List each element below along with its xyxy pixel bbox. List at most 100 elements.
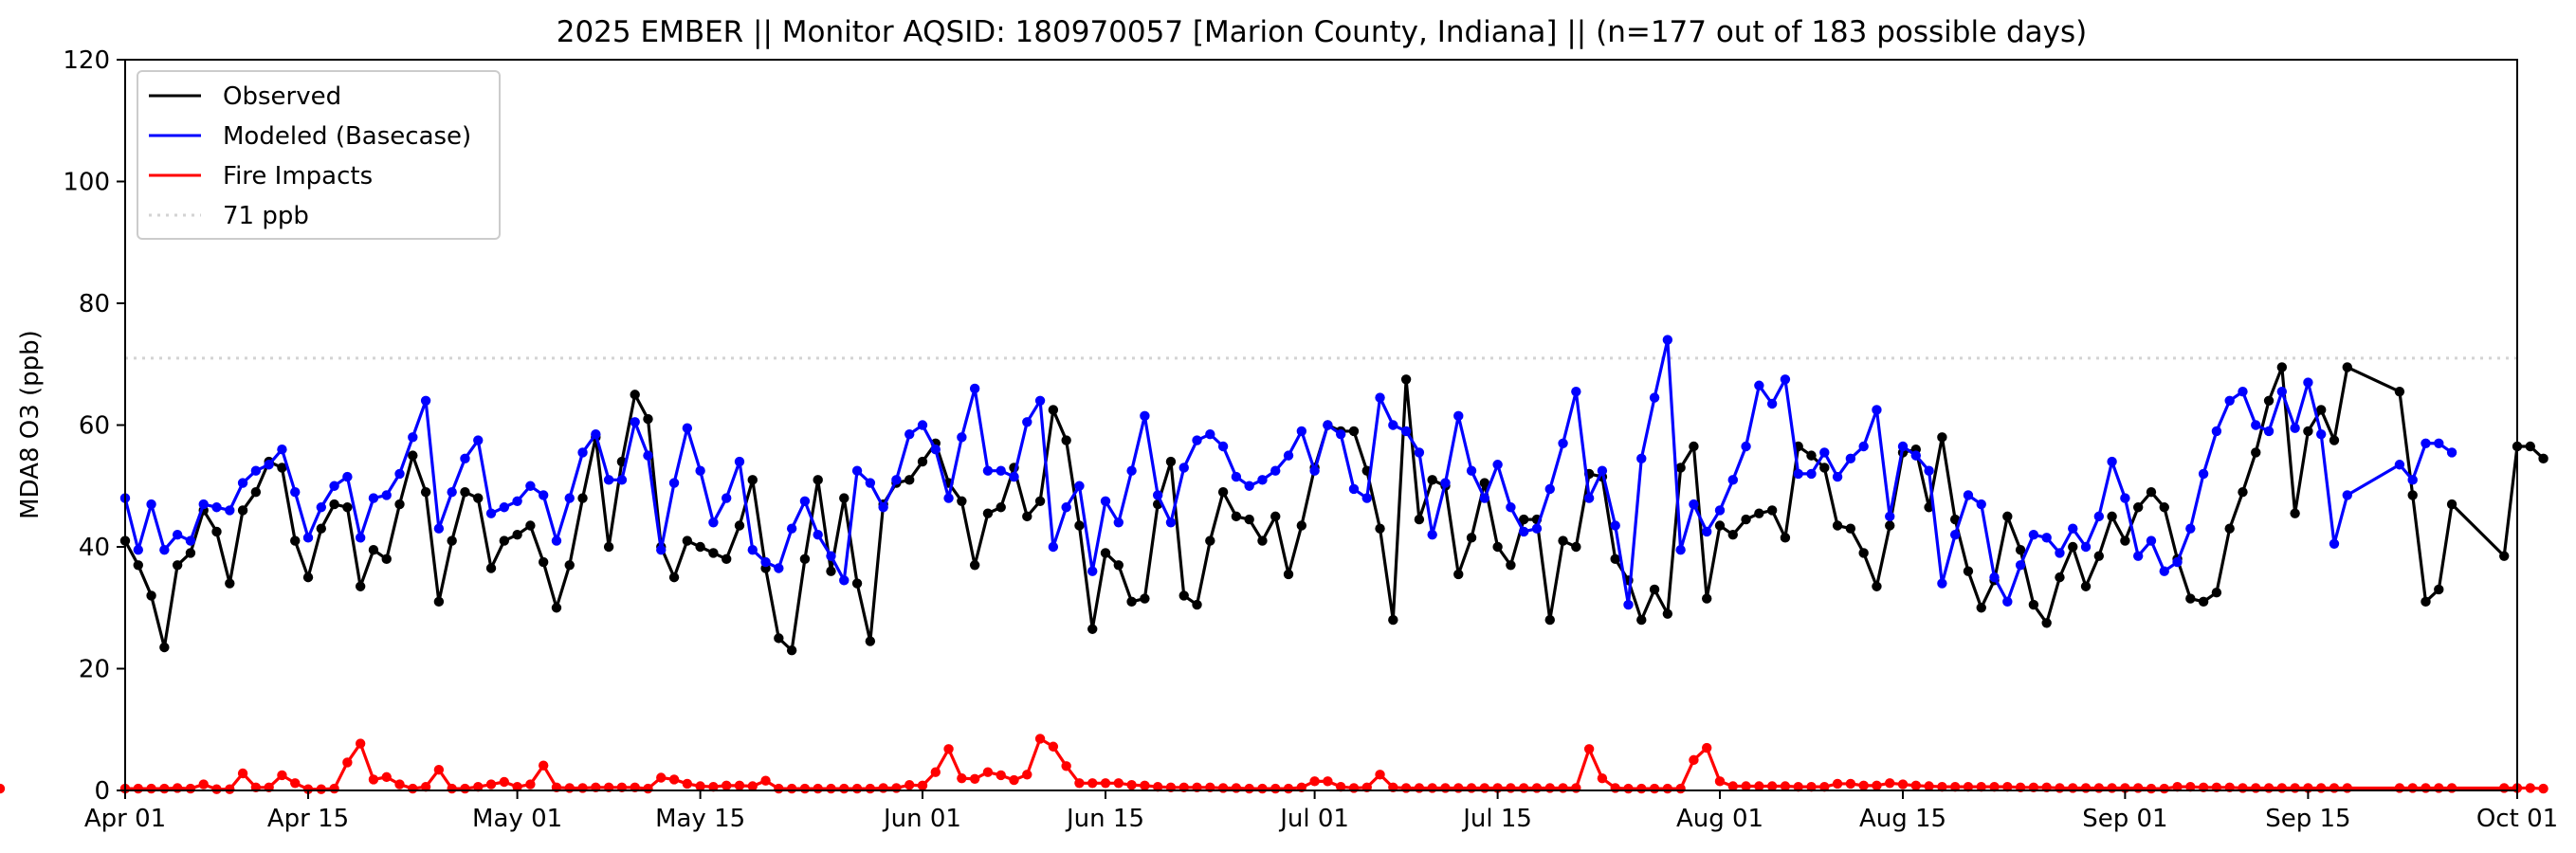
data-point-observed: [302, 572, 314, 583]
x-tick-label: Apr 01: [84, 805, 166, 833]
x-tick-label: Sep 15: [2265, 805, 2350, 833]
data-point-modeled-basecase: [1649, 392, 1660, 403]
data-point-modeled-basecase: [368, 493, 379, 503]
data-point-observed: [225, 578, 235, 589]
data-point-fire-impacts: [577, 783, 588, 793]
data-point-observed: [1675, 463, 1686, 473]
data-point-fire-impacts: [1244, 783, 1254, 794]
data-point-observed: [1885, 520, 1895, 531]
data-point-modeled-basecase: [2093, 511, 2105, 522]
data-point-modeled-basecase: [1323, 420, 1333, 430]
data-point-observed: [1649, 584, 1660, 595]
data-point-fire-impacts: [2251, 783, 2261, 793]
data-point-fire-impacts: [2421, 783, 2431, 793]
y-axis-label: MDA8 O3 (ppb): [16, 330, 45, 519]
data-point-observed: [1375, 523, 1385, 534]
data-point-fire-impacts: [1897, 779, 1909, 789]
data-point-observed: [1506, 560, 1516, 571]
data-point-fire-impacts: [957, 772, 967, 784]
data-point-modeled-basecase: [2407, 475, 2418, 485]
data-point-modeled-basecase: [1466, 465, 1477, 476]
data-point-modeled-basecase: [1949, 529, 1961, 540]
data-point-observed: [826, 566, 836, 576]
y-tick-label: 0: [94, 777, 110, 806]
data-point-modeled-basecase: [2055, 548, 2065, 558]
data-point-modeled-basecase: [2080, 541, 2092, 553]
data-point-observed: [316, 523, 326, 534]
data-point-observed: [2093, 551, 2105, 561]
data-point-fire-impacts: [996, 770, 1006, 781]
data-point-observed: [1832, 520, 1843, 531]
data-point-modeled-basecase: [146, 499, 156, 510]
data-point-modeled-basecase: [1963, 490, 1974, 500]
data-point-modeled-basecase: [1348, 483, 1360, 495]
data-point-fire-impacts: [394, 779, 405, 789]
data-point-modeled-basecase: [1897, 441, 1909, 452]
data-point-modeled-basecase: [2394, 460, 2405, 470]
data-point-modeled-basecase: [1558, 438, 1568, 448]
data-point-fire-impacts: [2080, 783, 2092, 793]
data-point-modeled-basecase: [1257, 475, 1268, 485]
data-point-fire-impacts: [1754, 781, 1764, 791]
data-point-modeled-basecase: [1388, 420, 1398, 430]
data-point-modeled-basecase: [2146, 535, 2157, 546]
data-point-observed: [1558, 535, 1568, 546]
data-point-observed: [682, 535, 693, 546]
data-point-observed: [2538, 453, 2549, 464]
data-point-modeled-basecase: [1832, 471, 1843, 482]
data-point-observed: [969, 560, 980, 571]
data-point-fire-impacts: [760, 775, 771, 786]
data-point-fire-impacts: [2185, 781, 2196, 792]
data-point-fire-impacts: [1662, 783, 1673, 794]
data-point-fire-impacts: [1309, 776, 1320, 787]
data-point-fire-impacts: [2238, 783, 2248, 793]
data-point-observed: [1714, 520, 1726, 531]
data-point-fire-impacts: [2446, 783, 2457, 793]
data-point-fire-impacts: [1649, 783, 1660, 794]
data-point-fire-impacts: [1140, 780, 1150, 791]
data-point-observed: [1061, 435, 1071, 445]
data-point-fire-impacts: [512, 781, 522, 792]
data-point-fire-impacts: [969, 773, 980, 784]
data-point-observed: [1414, 514, 1425, 525]
data-point-observed: [1165, 456, 1177, 467]
data-point-modeled-basecase: [1623, 599, 1634, 610]
data-point-observed: [2041, 618, 2052, 628]
data-point-observed: [2068, 541, 2078, 553]
data-point-observed: [1231, 511, 1242, 522]
data-point-fire-impacts: [722, 780, 732, 791]
data-point-fire-impacts: [368, 774, 379, 785]
data-point-modeled-basecase: [1192, 435, 1202, 445]
legend-box: [137, 70, 501, 240]
data-point-observed: [2120, 535, 2130, 546]
data-point-modeled-basecase: [1479, 493, 1490, 503]
data-point-modeled-basecase: [1714, 505, 1726, 516]
data-point-modeled-basecase: [708, 517, 719, 528]
data-point-modeled-basecase: [1283, 450, 1294, 461]
data-point-observed: [512, 529, 522, 540]
data-point-observed: [2303, 426, 2313, 437]
data-point-observed: [1074, 520, 1085, 531]
y-tick-label: 60: [79, 412, 110, 441]
data-point-observed: [1140, 593, 1150, 604]
data-point-fire-impacts: [420, 781, 431, 792]
data-point-fire-impacts: [1074, 778, 1085, 789]
data-point-fire-impacts: [1034, 734, 1046, 744]
data-point-fire-impacts: [2407, 783, 2418, 793]
legend-label: Observed: [223, 82, 341, 111]
data-point-fire-impacts: [1885, 778, 1895, 789]
x-tick-label: Jun 15: [1065, 805, 1144, 833]
data-point-modeled-basecase: [1492, 460, 1503, 470]
data-point-fire-impacts: [1217, 783, 1229, 793]
data-point-observed: [1571, 541, 1581, 553]
data-point-modeled-basecase: [2421, 438, 2431, 448]
data-point-modeled-basecase: [695, 465, 705, 476]
data-point-modeled-basecase: [172, 529, 183, 540]
data-point-modeled-basecase: [2251, 420, 2261, 430]
data-point-modeled-basecase: [538, 490, 549, 500]
data-point-modeled-basecase: [485, 508, 497, 518]
data-point-observed: [2146, 486, 2157, 498]
data-point-modeled-basecase: [225, 505, 235, 516]
data-point-fire-impacts: [1636, 783, 1647, 794]
data-point-modeled-basecase: [577, 447, 588, 458]
